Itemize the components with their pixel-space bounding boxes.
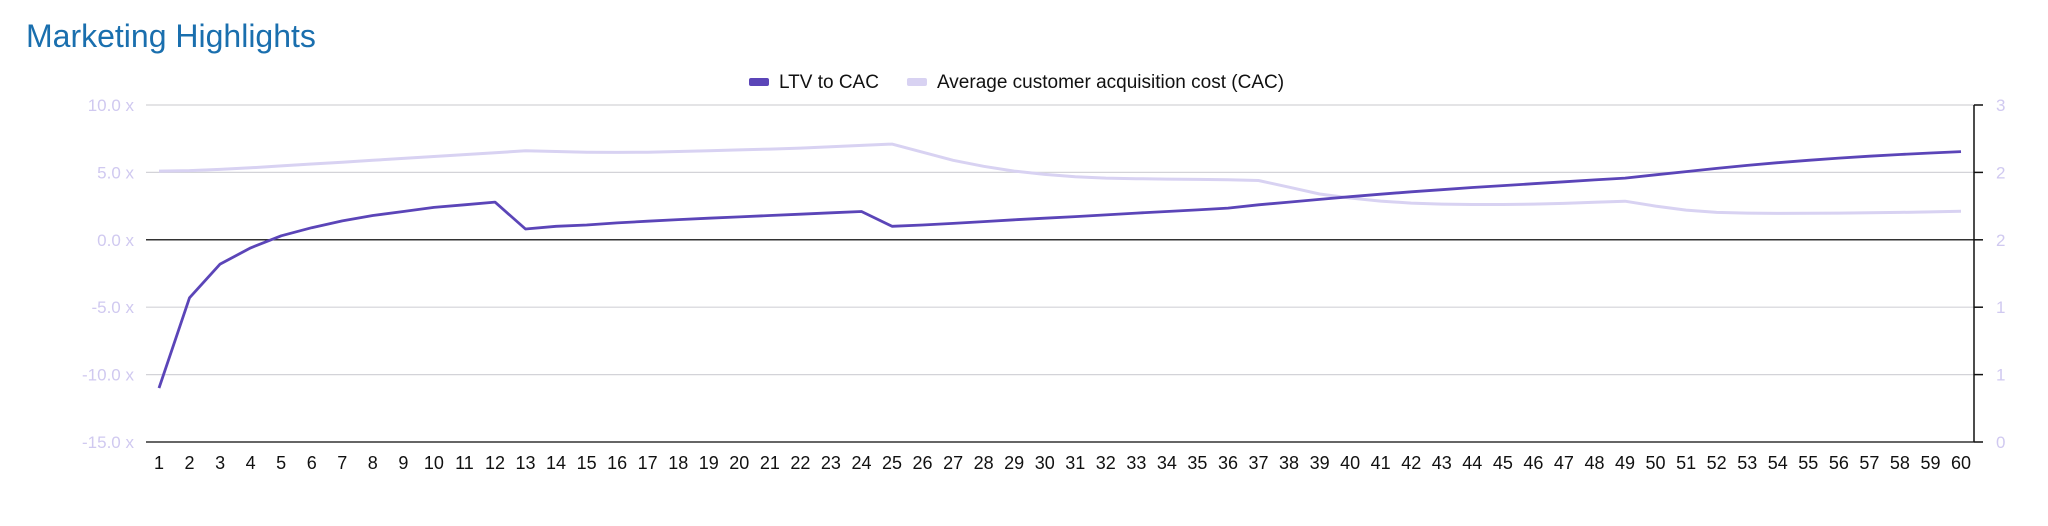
x-tick-label: 53 xyxy=(1737,453,1757,473)
legend-label: LTV to CAC xyxy=(779,72,879,93)
x-tick-label: 49 xyxy=(1615,453,1635,473)
x-tick-label: 45 xyxy=(1493,453,1513,473)
y2-tick-label: 1 xyxy=(1996,366,2005,385)
x-tick-label: 50 xyxy=(1646,453,1666,473)
y-tick-label: 5.0 x xyxy=(97,163,134,182)
x-tick-label: 21 xyxy=(760,453,780,473)
x-tick-label: 42 xyxy=(1401,453,1421,473)
x-tick-label: 31 xyxy=(1065,453,1085,473)
x-tick-label: 1 xyxy=(154,453,164,473)
x-tick-label: 57 xyxy=(1859,453,1879,473)
x-tick-label: 26 xyxy=(913,453,933,473)
x-tick-label: 24 xyxy=(851,453,871,473)
x-tick-label: 48 xyxy=(1584,453,1604,473)
page-title: Marketing Highlights xyxy=(26,18,316,54)
x-tick-label: 40 xyxy=(1340,453,1360,473)
x-tick-label: 54 xyxy=(1768,453,1788,473)
x-tick-label: 43 xyxy=(1432,453,1452,473)
x-tick-label: 3 xyxy=(215,453,225,473)
x-tick-label: 20 xyxy=(729,453,749,473)
x-tick-label: 19 xyxy=(699,453,719,473)
x-tick-label: 37 xyxy=(1249,453,1269,473)
series-line-ltv-to-cac xyxy=(157,150,1962,389)
y2-tick-label: 1 xyxy=(1996,298,2005,317)
x-tick-label: 14 xyxy=(546,453,566,473)
x-tick-label: 29 xyxy=(1004,453,1024,473)
x-tick-label: 44 xyxy=(1462,453,1482,473)
legend-swatch xyxy=(906,78,927,86)
x-tick-label: 35 xyxy=(1187,453,1207,473)
x-tick-label: 36 xyxy=(1218,453,1238,473)
x-tick-label: 56 xyxy=(1829,453,1849,473)
x-tick-label: 39 xyxy=(1310,453,1330,473)
x-tick-label: 51 xyxy=(1676,453,1696,473)
x-tick-label: 38 xyxy=(1279,453,1299,473)
y-tick-label: 10.0 x xyxy=(88,96,135,115)
y2-tick-label: 2 xyxy=(1996,163,2005,182)
x-tick-label: 58 xyxy=(1890,453,1910,473)
x-tick-label: 7 xyxy=(337,453,347,473)
x-tick-label: 60 xyxy=(1951,453,1971,473)
x-tick-label: 16 xyxy=(607,453,627,473)
x-tick-label: 47 xyxy=(1554,453,1574,473)
y-tick-label: 0.0 x xyxy=(97,231,134,250)
x-tick-label: 6 xyxy=(307,453,317,473)
legend: LTV to CAC Average customer acquisition c… xyxy=(749,72,1284,93)
y2-tick-label: 3 xyxy=(1996,96,2005,115)
x-tick-label: 11 xyxy=(455,453,474,473)
x-tick-label: 2 xyxy=(185,453,195,473)
x-tick-label: 46 xyxy=(1523,453,1543,473)
x-tick-label: 30 xyxy=(1035,453,1055,473)
y-tick-label: -10.0 x xyxy=(82,366,134,385)
x-tick-label: 41 xyxy=(1371,453,1391,473)
x-tick-label: 25 xyxy=(882,453,902,473)
x-tick-label: 9 xyxy=(398,453,408,473)
x-tick-label: 34 xyxy=(1157,453,1177,473)
series-line-cac xyxy=(158,142,1962,215)
x-tick-label: 13 xyxy=(515,453,535,473)
x-tick-label: 17 xyxy=(638,453,658,473)
x-tick-label: 55 xyxy=(1798,453,1818,473)
x-tick-label: 22 xyxy=(790,453,810,473)
x-tick-label: 52 xyxy=(1707,453,1727,473)
x-tick-label: 15 xyxy=(577,453,597,473)
x-tick-label: 59 xyxy=(1920,453,1940,473)
x-tick-label: 18 xyxy=(668,453,688,473)
x-tick-label: 12 xyxy=(485,453,505,473)
y2-tick-label: 2 xyxy=(1996,231,2005,250)
x-tick-label: 4 xyxy=(246,453,256,473)
x-tick-label: 5 xyxy=(276,453,286,473)
series-layer xyxy=(157,142,1962,389)
x-tick-label: 10 xyxy=(424,453,444,473)
legend-label: Average customer acquisition cost (CAC) xyxy=(937,72,1284,93)
axes: 10.0 x5.0 x0.0 x-5.0 x-10.0 x-15.0 x3221… xyxy=(82,96,2005,473)
y-tick-label: -15.0 x xyxy=(82,433,134,452)
x-tick-label: 8 xyxy=(368,453,378,473)
y-tick-label: -5.0 x xyxy=(91,298,134,317)
gridlines xyxy=(146,104,1974,443)
y2-tick-label: 0 xyxy=(1996,433,2005,452)
x-tick-label: 33 xyxy=(1126,453,1146,473)
x-tick-label: 28 xyxy=(974,453,994,473)
legend-swatch xyxy=(749,78,769,86)
x-tick-label: 27 xyxy=(943,453,963,473)
x-tick-label: 23 xyxy=(821,453,841,473)
x-tick-label: 32 xyxy=(1096,453,1116,473)
